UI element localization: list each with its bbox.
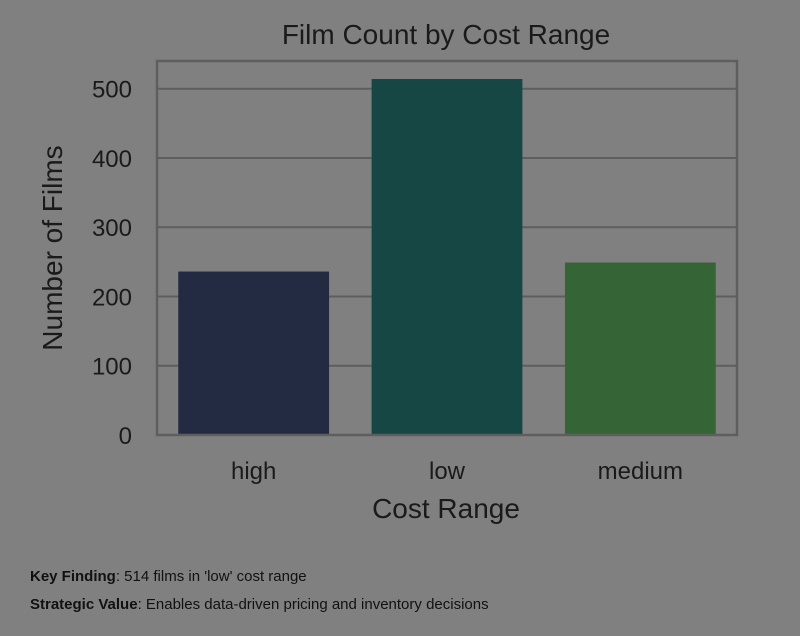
y-tick-label: 400 [92,146,132,173]
key-finding: Key Finding: 514 films in 'low' cost ran… [30,563,489,591]
strategic-value: Strategic Value: Enables data-driven pri… [30,591,489,619]
strategic-value-text: : Enables data-driven pricing and invent… [137,596,489,613]
notes: Key Finding: 514 films in 'low' cost ran… [30,563,489,619]
chart-title: Film Count by Cost Range [282,19,610,50]
y-axis-label: Number of Films [37,145,68,350]
strategic-value-label: Strategic Value [30,596,138,613]
bar-high [178,271,330,435]
y-tick-label: 0 [119,423,132,450]
x-tick-label-high: high [231,458,276,485]
bar-medium [564,262,716,435]
y-tick-label: 200 [92,284,132,311]
key-finding-label: Key Finding [30,568,116,585]
bars [178,79,716,435]
x-tick-label-low: low [429,458,466,485]
y-tick-label: 100 [92,354,132,381]
x-axis-label: Cost Range [372,493,520,524]
y-tick-label: 500 [92,77,132,104]
y-tick-label: 300 [92,215,132,242]
y-axis-ticks: 0 100 200 300 400 500 [92,77,132,450]
key-finding-text: : 514 films in 'low' cost range [115,568,307,585]
x-tick-label-medium: medium [598,458,683,485]
plot-frame [155,59,739,437]
bar-low [371,79,523,435]
bar-chart: Film Count by Cost Range 0 100 200 300 400 50… [37,19,739,524]
x-axis-ticks: high low medium [231,458,683,485]
